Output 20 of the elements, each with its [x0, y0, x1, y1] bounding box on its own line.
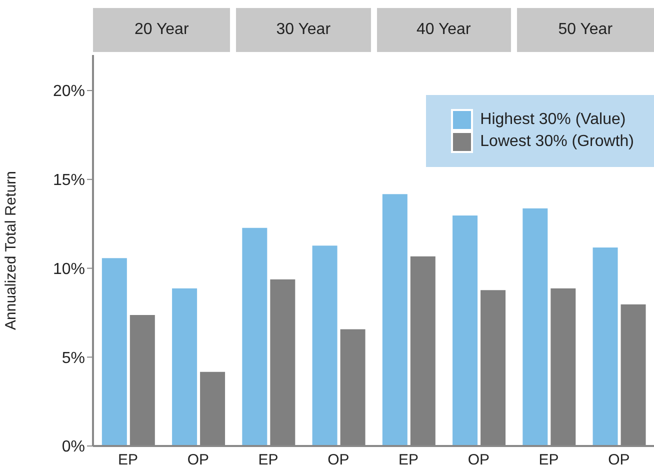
y-tick-label: 20% [52, 83, 85, 100]
x-tick-label: EP [118, 452, 138, 469]
x-tick-label: OP [468, 452, 490, 469]
y-tick-label: 0% [62, 438, 85, 456]
text: 20 Year [93, 8, 230, 52]
legend-label: Highest 30% (Value) [480, 111, 626, 129]
y-tick-label: 15% [52, 172, 85, 190]
y-tick-label: 10% [52, 260, 85, 278]
y-axis-title: Annualized Total Return [2, 171, 20, 330]
x-tick-label: EP [398, 452, 419, 469]
text: 30 Year [236, 8, 370, 52]
x-tick-label: EP [538, 452, 559, 469]
y-tick-label: 5% [62, 350, 85, 367]
text: 40 Year [376, 8, 511, 52]
x-tick-label: EP [258, 452, 278, 469]
text: 50 Year [516, 8, 654, 52]
x-tick-label: OP [608, 452, 630, 469]
x-tick-label: OP [328, 452, 350, 469]
x-tick-label: OP [187, 452, 210, 469]
legend-label: Lowest 30% (Growth) [480, 133, 634, 151]
